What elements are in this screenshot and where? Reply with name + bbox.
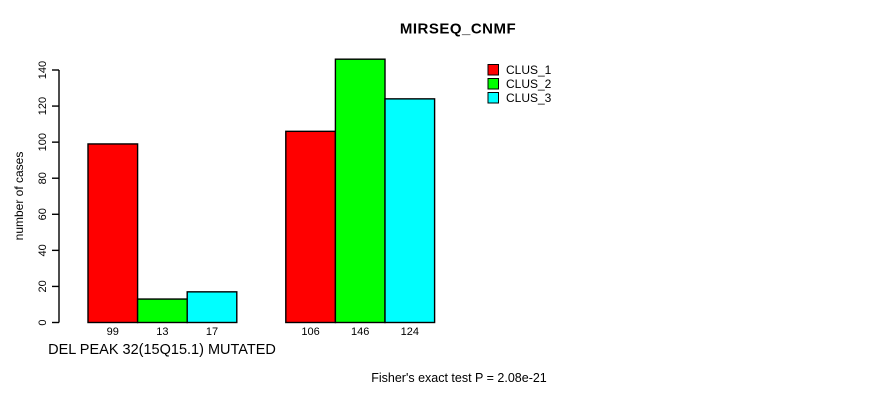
bar-value-label: 99: [107, 326, 119, 338]
bar-value-label: 124: [401, 326, 419, 338]
legend-label-clus_3: CLUS_3: [506, 91, 552, 105]
legend-swatch-clus_2: [487, 78, 499, 90]
legend-swatch-clus_1: [487, 64, 499, 76]
chart-title: MIRSEQ_CNMF: [399, 20, 517, 38]
bar-clus_2-group2: [334, 58, 386, 324]
legend-label-clus_2: CLUS_2: [506, 77, 552, 91]
fisher-test-annotation: Fisher's exact test P = 2.08e-21: [371, 371, 547, 385]
bar-clus_2-group1: [136, 298, 188, 324]
y-axis-label: number of cases: [12, 151, 26, 241]
bar-value-label: 13: [156, 326, 168, 338]
bar-clus_3-group1: [186, 291, 238, 324]
y-axis-tick-label: 80: [37, 172, 49, 184]
legend-swatch-clus_3: [487, 92, 499, 104]
bar-clus_1-group2: [285, 130, 337, 324]
legend-label-clus_1: CLUS_1: [506, 63, 552, 77]
bar-value-label: 146: [351, 326, 369, 338]
bar-value-label: 106: [301, 326, 319, 338]
y-axis-tick-label: 60: [37, 208, 49, 220]
y-axis-tick-label: 140: [37, 61, 49, 79]
y-axis-tick-label: 20: [37, 280, 49, 292]
y-axis-tick-label: 0: [37, 319, 49, 325]
bar-clus_3-group2: [384, 98, 436, 324]
bar-clus_1-group1: [87, 143, 139, 324]
y-axis-tick-label: 40: [37, 244, 49, 256]
bar-value-label: 17: [206, 326, 218, 338]
x-axis-group1-label: DEL PEAK 32(15Q15.1) MUTATED: [48, 342, 276, 358]
y-axis-tick-label: 100: [37, 133, 49, 151]
y-axis-tick-label: 120: [37, 97, 49, 115]
